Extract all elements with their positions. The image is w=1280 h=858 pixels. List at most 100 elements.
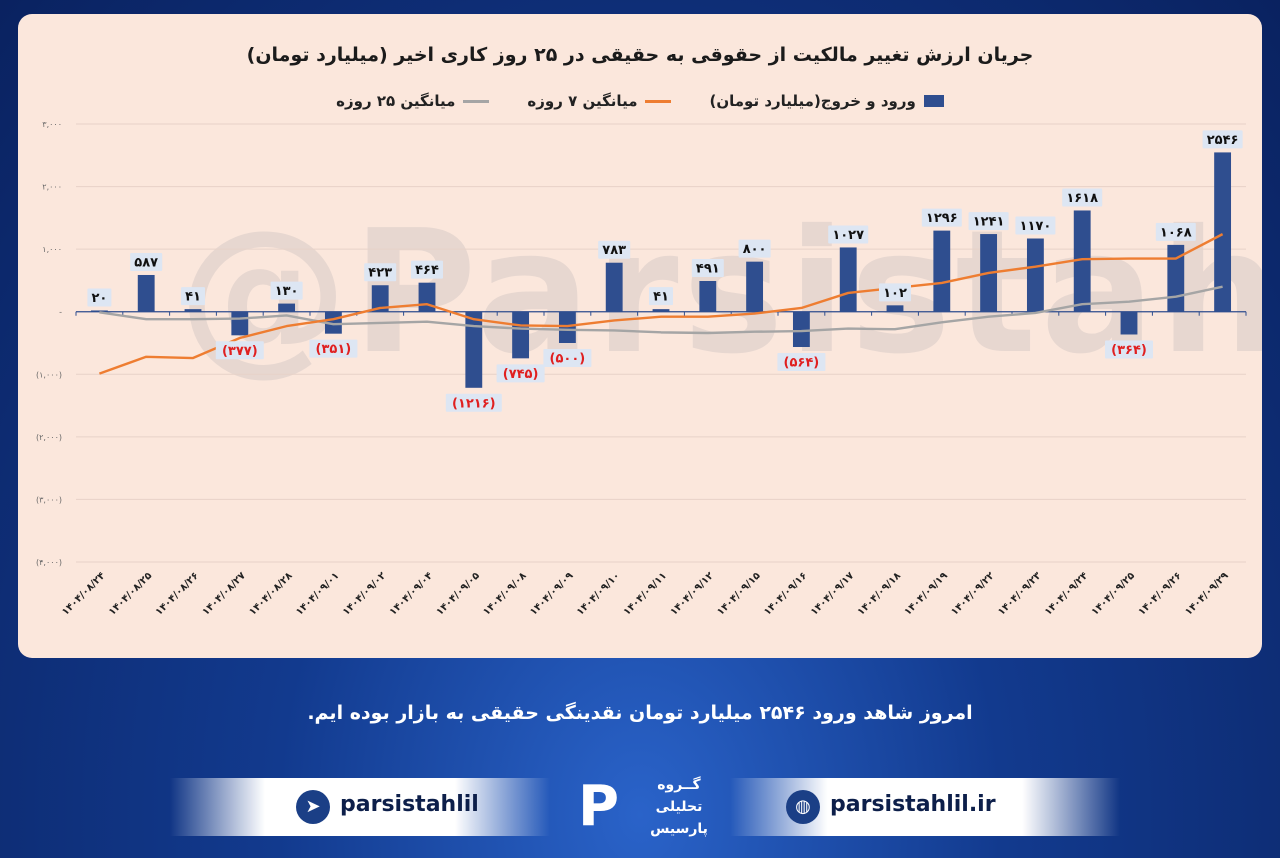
x-tick-label: ۱۴۰۴/۰۸/۲۴	[60, 570, 107, 617]
bar	[792, 311, 810, 348]
bar	[418, 282, 436, 312]
x-tick-label: ۱۴۰۴/۰۹/۰۴	[388, 570, 435, 617]
bar	[652, 309, 670, 312]
ma7-line	[98, 233, 1224, 375]
x-tick-label: ۱۴۰۴/۰۹/۰۹	[528, 570, 575, 617]
data-label: ۲۰	[91, 291, 107, 306]
data-label-bg	[1015, 216, 1056, 235]
legend-item-bars: ورود و خروج(میلیارد تومان)	[709, 92, 944, 110]
data-label: ۱۰۲	[883, 286, 907, 301]
bar	[1073, 210, 1091, 312]
bar	[699, 280, 717, 312]
data-label: (۱۲۱۶)	[452, 396, 496, 411]
bar	[839, 247, 857, 312]
bar	[886, 305, 904, 312]
chart-title: جریان ارزش تغییر مالکیت از حقوقی به حقیق…	[246, 44, 1034, 66]
data-label: (۳۷۷)	[222, 344, 258, 359]
x-tick-label: ۱۴۰۴/۰۹/۲۴	[1043, 570, 1090, 617]
data-label-bg	[598, 240, 631, 259]
x-tick-label: ۱۴۰۴/۰۹/۱۰	[575, 570, 622, 617]
data-label-bg	[215, 341, 264, 360]
y-tick-label: (۳,۰۰۰)	[36, 495, 62, 504]
data-label-bg	[181, 287, 205, 306]
y-tick-label: (۲,۰۰۰)	[36, 433, 62, 442]
x-tick-label: ۱۴۰۴/۰۹/۰۸	[481, 570, 528, 617]
bar	[512, 311, 530, 359]
data-label-bg	[828, 225, 869, 244]
x-tick-label: ۱۴۰۴/۰۹/۲۶	[1136, 570, 1183, 617]
data-label-bg	[309, 339, 358, 358]
data-label-bg	[445, 393, 502, 412]
data-label-bg	[87, 288, 112, 307]
data-label: ۱۳۰	[275, 284, 299, 299]
data-label: ۱۰۶۸	[1160, 225, 1192, 240]
bar	[90, 310, 108, 312]
bar	[1120, 311, 1138, 335]
y-tick-label: ۳,۰۰۰	[42, 120, 62, 129]
data-label-bg	[411, 260, 443, 279]
data-label-bg	[1105, 340, 1153, 359]
telegram-handle[interactable]: parsistahlil	[340, 792, 479, 817]
logo-line-3: پارسیس	[650, 821, 708, 837]
legend-swatch-ma7	[645, 99, 672, 103]
bar	[746, 261, 764, 312]
x-tick-label: ۱۴۰۴/۰۹/۱۱	[622, 570, 669, 617]
data-label: ۲۵۴۶	[1207, 133, 1239, 148]
bar	[278, 303, 296, 312]
data-label-bg	[270, 281, 303, 300]
telegram-icon[interactable]: ➤	[296, 790, 330, 824]
data-label: ۱۱۷۰	[1020, 219, 1052, 234]
data-label: ۱۶۱۸	[1066, 191, 1098, 206]
bar	[371, 285, 389, 312]
legend-swatch-ma25	[463, 99, 490, 103]
data-label-bg	[1062, 188, 1103, 207]
logo-line-1: گــروه	[657, 777, 701, 793]
bar	[137, 274, 155, 312]
x-tick-label: ۱۴۰۴/۰۹/۱۷	[809, 570, 856, 617]
bar	[184, 309, 202, 312]
bar	[605, 262, 623, 312]
data-label-bg	[738, 239, 771, 258]
y-tick-label: ۲,۰۰۰	[42, 183, 62, 192]
x-tick-label: ۱۴۰۴/۰۸/۲۶	[154, 570, 201, 617]
x-tick-label: ۱۴۰۴/۰۹/۰۲	[341, 570, 388, 617]
legend-item-ma7: میانگین ۷ روزه	[527, 92, 672, 110]
data-label: ۱۲۴۱	[973, 215, 1005, 230]
data-label: ۵۸۷	[134, 255, 158, 270]
website-link[interactable]: parsistahlil.ir	[830, 792, 996, 817]
data-label: ۷۸۳	[602, 243, 626, 258]
x-tick-label: ۱۴۰۴/۰۹/۱۹	[902, 570, 949, 617]
chart-svg: ۳,۰۰۰ ۲,۰۰۰ ۱,۰۰۰ - (۱,۰۰۰) (۲,۰۰۰) (۳,۰۰۰) (۴,…	[36, 120, 1247, 618]
y-tick-label: (۱,۰۰۰)	[36, 370, 62, 379]
data-label: ۴۱	[185, 290, 201, 305]
data-label-bg	[777, 353, 826, 372]
data-label-bg	[1155, 222, 1196, 241]
legend-label-bars: ورود و خروج(میلیارد تومان)	[709, 92, 916, 110]
x-tick-label: ۱۴۰۴/۰۹/۱۵	[715, 570, 762, 617]
bar	[1214, 152, 1232, 312]
data-label: (۵۰۰)	[550, 352, 586, 367]
logo: P گــروه تحلیلی پارسیس	[570, 770, 720, 850]
data-label: ۸۰۰	[743, 242, 767, 257]
legend-swatch-bars	[923, 95, 944, 107]
data-label-bg	[879, 283, 911, 302]
legend-label-ma25: میانگین ۲۵ روزه	[336, 92, 456, 110]
bar	[465, 311, 483, 388]
x-tick-label: ۱۴۰۴/۰۹/۲۵	[1090, 570, 1137, 617]
x-tick-label: ۱۴۰۴/۰۹/۰۵	[434, 570, 481, 617]
legend-label-ma7: میانگین ۷ روزه	[527, 92, 638, 110]
x-tick-label: ۱۴۰۴/۰۸/۲۵	[107, 570, 154, 617]
globe-icon[interactable]: ◍	[786, 790, 820, 824]
data-label-bg	[496, 364, 545, 383]
data-label-bg	[1202, 130, 1243, 149]
bar	[933, 230, 951, 312]
x-tick-label: ۱۴۰۴/۰۹/۲۹	[1183, 570, 1230, 617]
data-label: ۴۱	[653, 290, 669, 305]
bar	[231, 311, 249, 336]
x-tick-label: ۱۴۰۴/۰۹/۲۲	[949, 570, 996, 617]
x-tick-label: ۱۴۰۴/۰۹/۲۳	[996, 570, 1043, 617]
data-label-bg	[691, 258, 724, 277]
data-label: ۱۰۲۷	[832, 228, 864, 243]
ma25-line	[99, 285, 1223, 335]
caption-text: امروز شاهد ورود ۲۵۴۶ میلیارد تومان نقدین…	[307, 702, 973, 724]
